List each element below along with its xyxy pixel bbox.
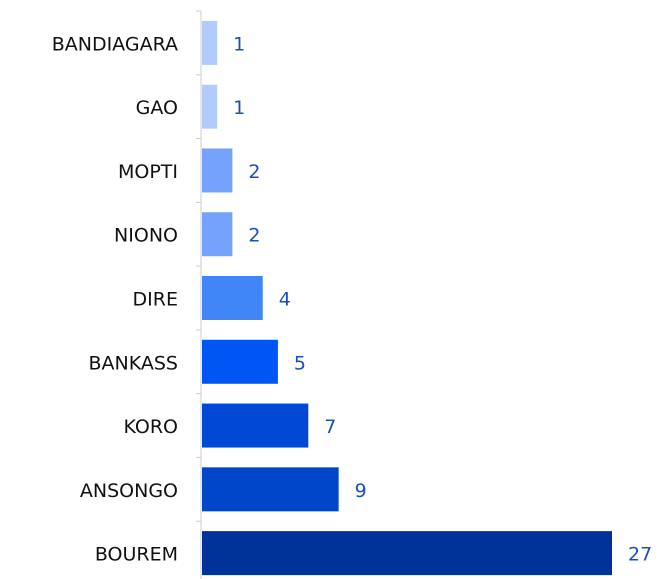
category-label: NIONO xyxy=(114,225,178,247)
category-label: ANSONGO xyxy=(80,480,178,502)
bar xyxy=(202,20,218,65)
value-label: 2 xyxy=(248,161,260,183)
category-label: GAO xyxy=(136,97,178,119)
value-label: 1 xyxy=(233,33,245,55)
bar xyxy=(202,467,339,512)
bar xyxy=(202,276,263,320)
value-label: 4 xyxy=(279,289,291,311)
bar xyxy=(202,403,309,448)
category-label: KORO xyxy=(123,416,178,438)
bar xyxy=(202,148,233,193)
value-label: 9 xyxy=(355,480,367,502)
bar xyxy=(202,339,278,384)
category-label: BANDIAGARA xyxy=(52,33,178,55)
value-label: 7 xyxy=(324,416,336,438)
value-label: 1 xyxy=(233,97,245,119)
bar xyxy=(202,84,218,129)
bar xyxy=(202,212,233,257)
category-label: BANKASS xyxy=(89,352,179,374)
value-label: 27 xyxy=(628,544,652,566)
value-label: 2 xyxy=(248,225,260,247)
value-label: 5 xyxy=(294,352,306,374)
category-label: BOUREM xyxy=(95,544,178,566)
category-label: MOPTI xyxy=(118,161,178,183)
bar xyxy=(202,531,612,576)
category-label: DIRE xyxy=(133,289,178,311)
